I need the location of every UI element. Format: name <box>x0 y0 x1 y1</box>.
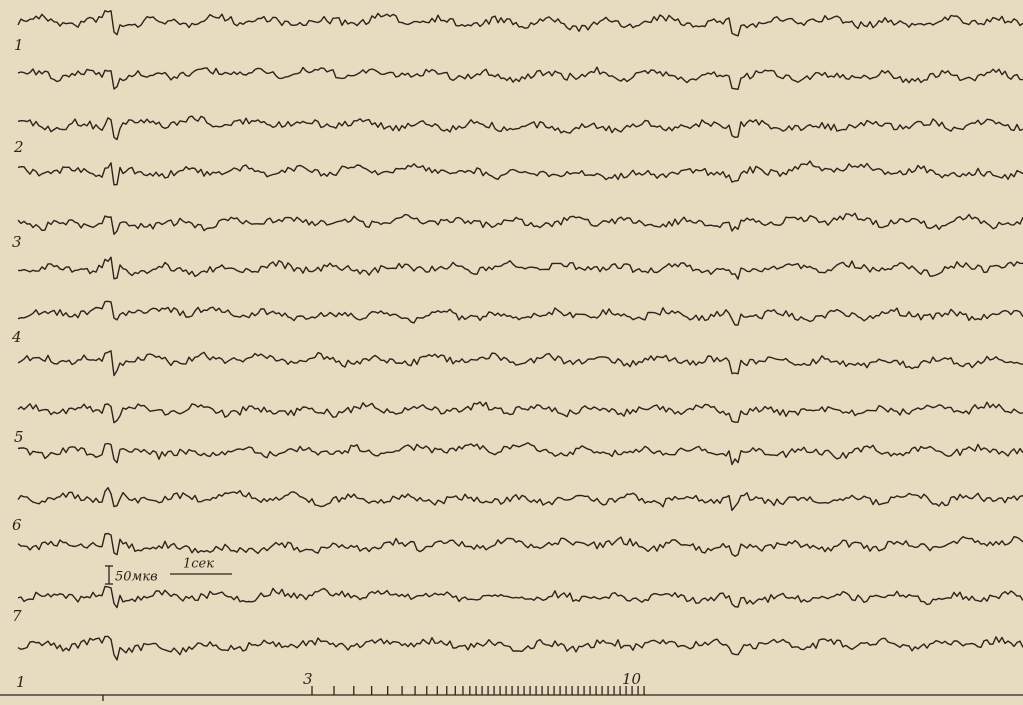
eeg-figure: 1 2 3 4 5 6 7 50мкв 1сек 1 3 10 <box>0 0 1023 705</box>
channel-label: 5 <box>14 428 24 446</box>
stimulus-mark: 10 <box>622 670 642 688</box>
time-label: 1сек <box>183 557 214 572</box>
channel-label: 2 <box>13 138 24 156</box>
stimulus-mark: 1 <box>16 673 26 691</box>
channel-label: 7 <box>12 607 22 625</box>
amplitude-label: 50мкв <box>115 570 158 585</box>
channel-label: 3 <box>12 233 22 251</box>
paper <box>0 0 1023 705</box>
stimulus-mark: 3 <box>303 670 313 688</box>
channel-label: 6 <box>12 516 22 534</box>
channel-label: 4 <box>11 328 22 346</box>
channel-label: 1 <box>14 36 24 54</box>
